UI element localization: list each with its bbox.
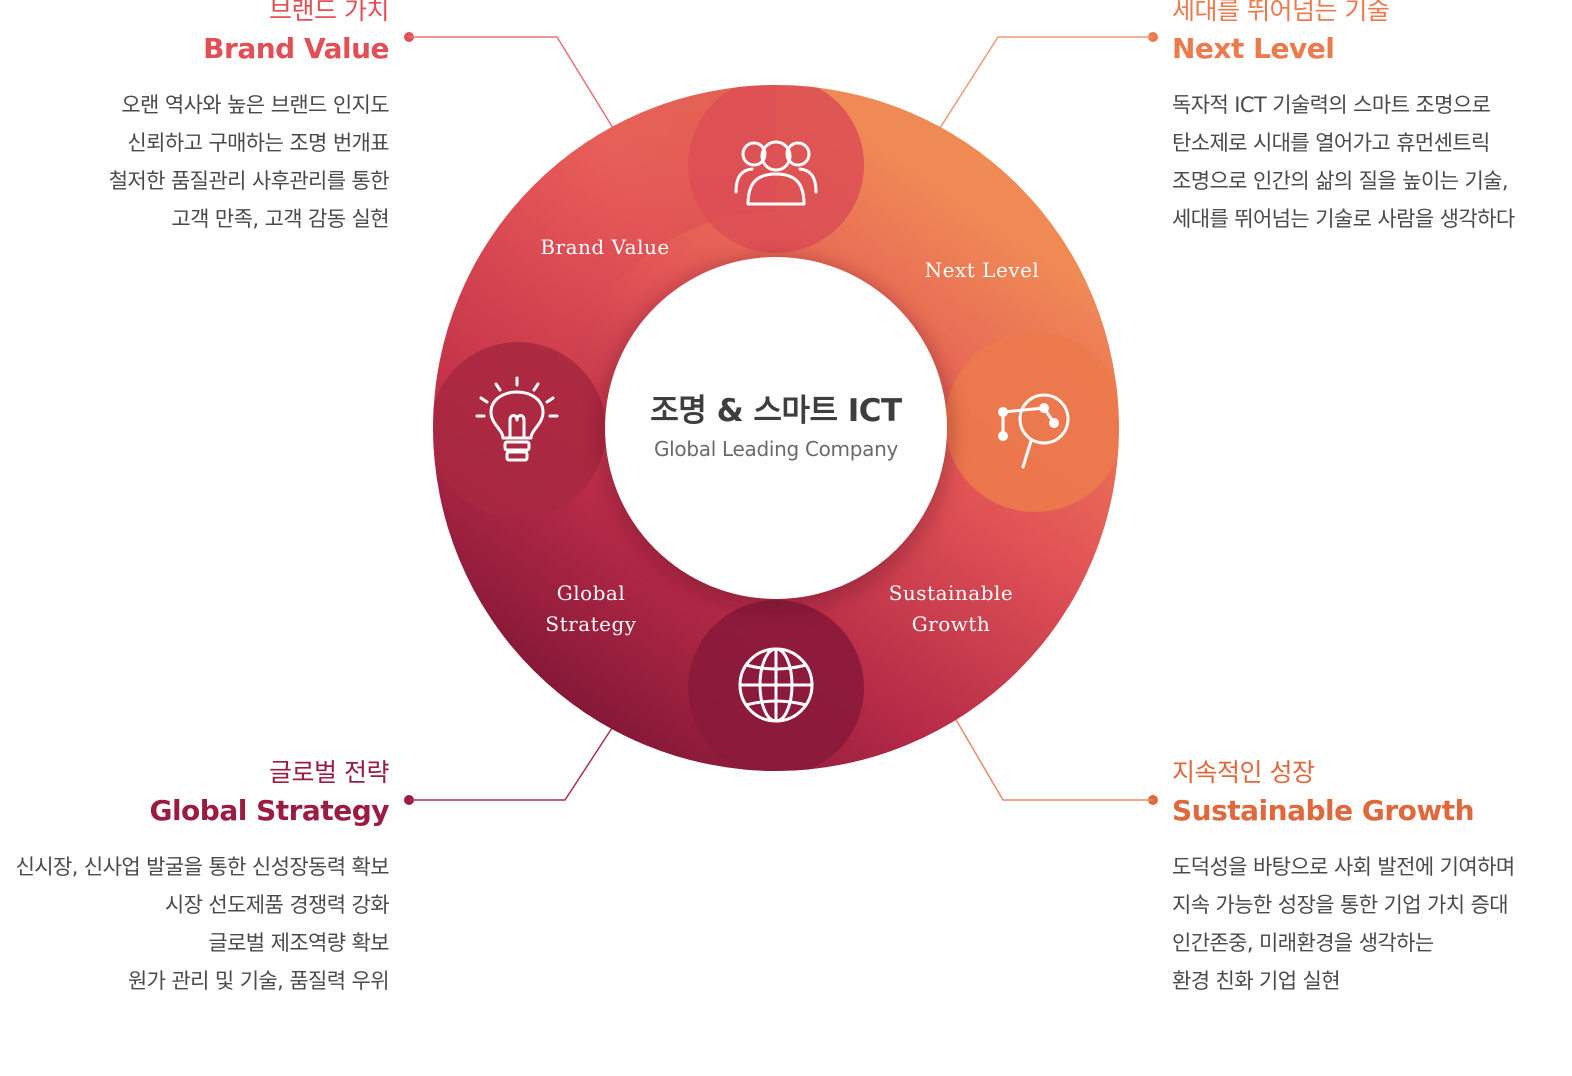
ring-label-sustainable-line1: Sustainable	[888, 581, 1014, 605]
connector-lines	[404, 32, 1158, 805]
block-next-line: 조명으로 인간의 삶의 질을 높이는 기술,	[1172, 169, 1509, 193]
block-brand-en: Brand Value	[203, 32, 389, 65]
block-global-ko: 글로벌 전략	[269, 758, 389, 787]
block-sustainable-en: Sustainable Growth	[1172, 794, 1475, 827]
block-brand-value: 브랜드 가치 Brand Value 오랜 역사와 높은 브랜드 인지도 신뢰하…	[108, 0, 390, 238]
block-global-strategy: 글로벌 전략 Global Strategy 신시장, 신사업 발굴을 통한 신…	[15, 758, 390, 1000]
block-next-ko: 세대를 뛰어넘는 기술	[1172, 0, 1390, 25]
center-title: 조명 & 스마트 ICT	[650, 393, 902, 429]
block-global-en: Global Strategy	[149, 794, 389, 827]
lightbulb-icon	[475, 376, 559, 462]
people-icon	[734, 140, 818, 206]
ring-label-brand: Brand Value	[540, 235, 670, 259]
block-brand-line: 고객 만족, 고객 감동 실현	[171, 207, 389, 231]
block-sustainable-line: 환경 친화 기업 실현	[1172, 969, 1341, 993]
globe-icon	[738, 647, 814, 723]
block-sustainable-line: 인간존중, 미래환경을 생각하는	[1172, 931, 1434, 955]
block-next-level: 세대를 뛰어넘는 기술 Next Level 독자적 ICT 기술력의 스마트 …	[1172, 0, 1515, 238]
block-sustainable-line: 도덕성을 바탕으로 사회 발전에 기여하며	[1172, 855, 1515, 879]
connector-global	[409, 727, 613, 801]
block-sustainable-ko: 지속적인 성장	[1172, 758, 1315, 787]
block-global-line: 신시장, 신사업 발굴을 통한 신성장동력 확보	[15, 855, 390, 879]
block-brand-line: 철저한 품질관리 사후관리를 통한	[108, 169, 390, 193]
block-next-line: 세대를 뛰어넘는 기술로 사람을 생각하다	[1172, 207, 1515, 231]
block-next-line: 독자적 ICT 기술력의 스마트 조명으로	[1172, 93, 1491, 117]
segment-global-strategy	[433, 342, 606, 518]
block-global-line: 원가 관리 및 기술, 품질력 우위	[127, 969, 390, 993]
magnifier-chart-icon	[998, 393, 1070, 469]
block-next-line: 탄소제로 시대를 열어가고 휴먼센트릭	[1172, 131, 1490, 155]
block-global-line: 글로벌 제조역량 확보	[208, 931, 389, 955]
block-sustainable-line: 지속 가능한 성장을 통한 기업 가치 증대	[1172, 893, 1509, 917]
block-global-line: 시장 선도제품 경쟁력 강화	[164, 893, 390, 917]
block-brand-line: 신뢰하고 구매하는 조명 번개표	[127, 131, 389, 155]
block-sustainable-growth: 지속적인 성장 Sustainable Growth 도덕성을 바탕으로 사회 …	[1172, 758, 1515, 1000]
ring	[433, 85, 1119, 771]
ring-label-global-line2: Strategy	[545, 612, 637, 636]
center-circle	[605, 257, 947, 599]
ring-label-next: Next Level	[924, 258, 1040, 282]
ring-label-global: Global Strategy	[521, 578, 661, 640]
connector-brand	[409, 36, 614, 129]
ring-label-sustainable-line2: Growth	[911, 612, 991, 636]
segment-next-level	[945, 332, 1119, 512]
ring-label-global-line1: Global	[556, 581, 626, 605]
block-next-en: Next Level	[1172, 32, 1335, 65]
connector-next	[939, 36, 1153, 129]
ring-label-sustainable: Sustainable Growth	[876, 578, 1026, 640]
connector-sustainable	[954, 717, 1153, 801]
block-brand-line: 오랜 역사와 높은 브랜드 인지도	[121, 93, 389, 117]
block-brand-ko: 브랜드 가치	[269, 0, 389, 25]
center-subtitle: Global Leading Company	[653, 437, 899, 461]
